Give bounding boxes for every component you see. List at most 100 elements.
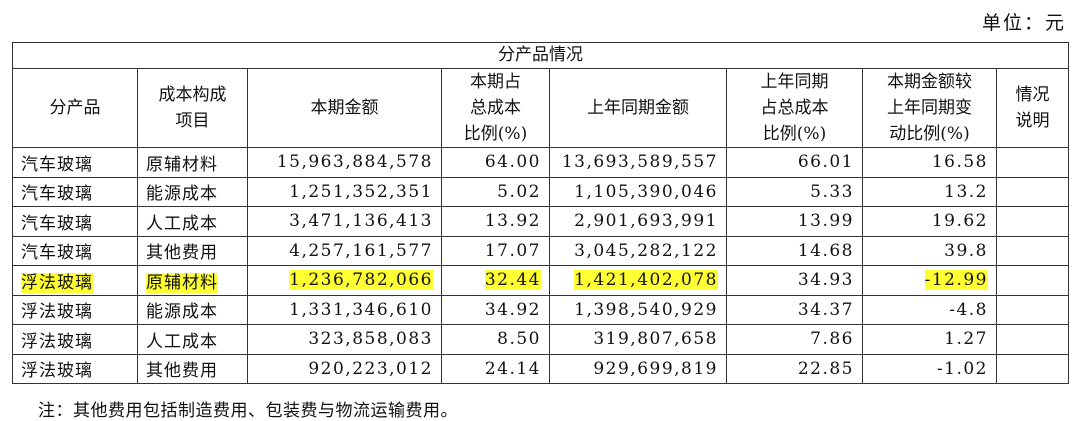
table-cell: 319,807,658 [549,324,727,355]
table-cell: 34.92 [441,294,550,325]
cell-text: 能源成本 [146,302,218,323]
column-header: 本期金额 [247,68,442,148]
table-cell: 人工成本 [137,206,248,237]
table-cell: 浮法玻璃 [12,353,138,384]
table-cell: 15,963,884,578 [247,147,442,178]
cell-text: 13,693,589,557 [561,152,718,173]
cell-text: 13.99 [797,211,854,232]
table-cell [996,265,1069,296]
table-cell: 其他费用 [137,235,248,266]
table-cell: 13,693,589,557 [549,147,727,178]
table-cell: 39.8 [862,235,997,266]
table-cell: 1,398,540,929 [549,294,727,325]
table-row: 浮法玻璃 能源成本 1,331,346,610 34.92 1,398,540,929 3… [12,294,1069,325]
cell-text: 原辅材料 [146,272,218,293]
table-row: 浮法玻璃 其他费用 920,223,012 24.14 929,699,819 22.85… [12,353,1069,384]
table-cell: 浮法玻璃 [12,324,138,355]
cell-text: 其他费用 [146,361,218,382]
table-cell: 66.01 [726,147,863,178]
cell-text: 1,105,390,046 [574,181,718,202]
cell-text: 323,858,083 [308,329,433,350]
table-cell: 17.07 [441,235,550,266]
cell-text: 浮法玻璃 [21,272,93,293]
table-cell: 浮法玻璃 [12,265,138,296]
cell-text: 34.37 [797,299,854,320]
table-row: 浮法玻璃 原辅材料 1,236,782,066 32.44 1,421,402,078 3… [12,265,1069,296]
table-cell: 4,257,161,577 [247,235,442,266]
table-cell: 原辅材料 [137,265,248,296]
cell-text: 920,223,012 [308,358,433,379]
cell-text: 汽车玻璃 [21,154,93,175]
unit-label: 单位：元 [981,12,1066,34]
cost-table: 分产品情况 分产品 成本构成 项目 本期金额 本期占 总成本 比例(%) 上年同期金额上… [12,42,1069,384]
table-row: 汽车玻璃 能源成本 1,251,352,351 5.02 1,105,390,046 5.… [12,176,1069,207]
table-cell [996,147,1069,178]
table-cell: 汽车玻璃 [12,206,138,237]
cell-text: 13.2 [944,181,988,202]
table-cell: 1,236,782,066 [247,265,442,296]
cell-text: 13.92 [484,211,541,232]
cell-text: 2,901,693,991 [574,211,718,232]
table-cell [996,324,1069,355]
cell-text: 34.92 [484,299,541,320]
table-cell: 2,901,693,991 [549,206,727,237]
cell-text: 1,331,346,610 [289,299,433,320]
table-cell: 32.44 [441,265,550,296]
cell-text: 17.07 [484,240,541,261]
cell-text: 24.14 [484,358,541,379]
table-row: 汽车玻璃 人工成本 3,471,136,413 13.92 2,901,693,991 1… [12,206,1069,237]
cell-text: 4,257,161,577 [289,240,433,261]
table-cell: 汽车玻璃 [12,176,138,207]
cell-text: 浮法玻璃 [21,331,93,352]
table-cell [996,353,1069,384]
table-cell: 人工成本 [137,324,248,355]
table-cell: -12.99 [862,265,997,296]
table-cell: 3,045,282,122 [549,235,727,266]
table-title: 分产品情况 [12,42,1069,69]
table-cell: 1,105,390,046 [549,176,727,207]
column-header: 成本构成 项目 [137,68,248,148]
table-cell [996,235,1069,266]
table-cell: 323,858,083 [247,324,442,355]
table-cell: 1,331,346,610 [247,294,442,325]
table-cell: 8.50 [441,324,550,355]
cell-text: 人工成本 [146,213,218,234]
cell-text: 原辅材料 [146,154,218,175]
cell-text: 5.02 [497,181,541,202]
cell-text: 1,236,782,066 [289,270,433,291]
cell-text: 16.58 [931,152,988,173]
table-cell: 24.14 [441,353,550,384]
cell-text: 汽车玻璃 [21,184,93,205]
table-cell: -4.8 [862,294,997,325]
cell-text: 浮法玻璃 [21,361,93,382]
table-cell: 13.92 [441,206,550,237]
cell-text: 929,699,819 [593,358,718,379]
table-cell: 13.99 [726,206,863,237]
column-header: 上年同期 占总成本 比例(%) [726,68,863,148]
table-cell: 34.37 [726,294,863,325]
cell-text: -12.99 [924,270,988,291]
table-cell: 5.33 [726,176,863,207]
table-cell [996,176,1069,207]
cell-text: 319,807,658 [593,329,718,350]
column-header: 上年同期金额 [549,68,727,148]
table-cell: 22.85 [726,353,863,384]
table-cell [996,294,1069,325]
cell-text: 7.86 [810,329,854,350]
table-cell: 3,471,136,413 [247,206,442,237]
table-cell: 1,251,352,351 [247,176,442,207]
cell-text: 1,421,402,078 [574,270,718,291]
table-cell: 7.86 [726,324,863,355]
cell-text: 浮法玻璃 [21,302,93,323]
cell-text: 39.8 [944,240,988,261]
table-cell: 浮法玻璃 [12,294,138,325]
table-cell: 能源成本 [137,176,248,207]
table-cell: 原辅材料 [137,147,248,178]
column-header: 本期占 总成本 比例(%) [441,68,550,148]
cell-text: 22.85 [797,358,854,379]
table-cell: 64.00 [441,147,550,178]
cell-text: 3,045,282,122 [574,240,718,261]
cell-text: 1,398,540,929 [574,299,718,320]
cell-text: 64.00 [484,152,541,173]
table-row: 浮法玻璃 人工成本 323,858,083 8.50 319,807,658 7.86 1.… [12,324,1069,355]
